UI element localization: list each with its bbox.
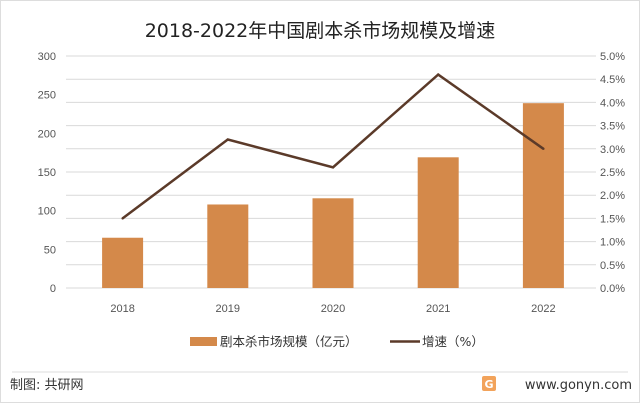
y2-tick-label: 0.0%	[600, 283, 625, 295]
y-tick-label: 50	[44, 244, 56, 256]
bar-2019	[207, 204, 249, 288]
y-tick-label: 250	[38, 90, 56, 102]
x-axis: 2018 2019 2020 2021 2022	[110, 303, 555, 315]
bar-series	[102, 103, 564, 288]
y2-tick-label: 2.0%	[600, 190, 625, 202]
growth-point-2018	[121, 217, 124, 220]
legend-label-line: 增速（%）	[422, 334, 484, 349]
website-link[interactable]: www.gonyn.com	[525, 378, 632, 393]
y-tick-label: 100	[38, 206, 56, 218]
bar-2020	[312, 198, 354, 288]
y2-tick-label: 4.5%	[600, 74, 625, 86]
gridlines	[66, 55, 596, 289]
y-tick-label: 150	[38, 167, 56, 179]
x-tick-label: 2019	[216, 303, 240, 315]
growth-point-2020	[331, 166, 335, 169]
growth-point-2022	[542, 147, 545, 150]
bar-2021	[417, 157, 459, 288]
y-tick-label: 300	[38, 51, 56, 63]
growth-point-2019	[226, 138, 229, 141]
y-axis-right: 0.0% 0.5% 1.0% 1.5% 2.0% 2.5% 3.0% 3.5% 4.0% 4.5%…	[600, 51, 625, 295]
line-series	[121, 72, 545, 220]
y-tick-label: 0	[50, 283, 56, 295]
legend: 剧本杀市场规模（亿元） 增速（%）	[190, 334, 484, 349]
bar-2018	[102, 237, 144, 288]
growth-point-2021	[437, 73, 440, 76]
y2-tick-label: 1.5%	[600, 213, 625, 225]
x-tick-label: 2020	[321, 303, 345, 315]
y2-tick-label: 1.0%	[600, 237, 625, 249]
y2-tick-label: 5.0%	[600, 51, 625, 63]
y-tick-label: 200	[38, 128, 56, 140]
x-tick-label: 2021	[426, 303, 450, 315]
x-tick-label: 2018	[110, 303, 134, 315]
y2-tick-label: 0.5%	[600, 260, 625, 272]
gonyn-logo-icon: G	[482, 376, 496, 391]
y-axis-left: 0 50 100 150 200 250 300	[38, 51, 56, 295]
svg-text:G: G	[484, 378, 493, 391]
x-tick-label: 2022	[531, 303, 555, 315]
y2-tick-label: 4.0%	[600, 97, 625, 109]
chart-title: 2018-2022年中国剧本杀市场规模及增速	[145, 20, 496, 42]
y2-tick-label: 3.0%	[600, 144, 625, 156]
y2-tick-label: 2.5%	[600, 167, 625, 179]
legend-swatch-bar	[190, 337, 217, 346]
legend-label-bar: 剧本杀市场规模（亿元）	[220, 334, 358, 349]
bar-2022	[522, 103, 564, 288]
source-label: 制图: 共研网	[10, 378, 84, 393]
y2-tick-label: 3.5%	[600, 121, 625, 133]
